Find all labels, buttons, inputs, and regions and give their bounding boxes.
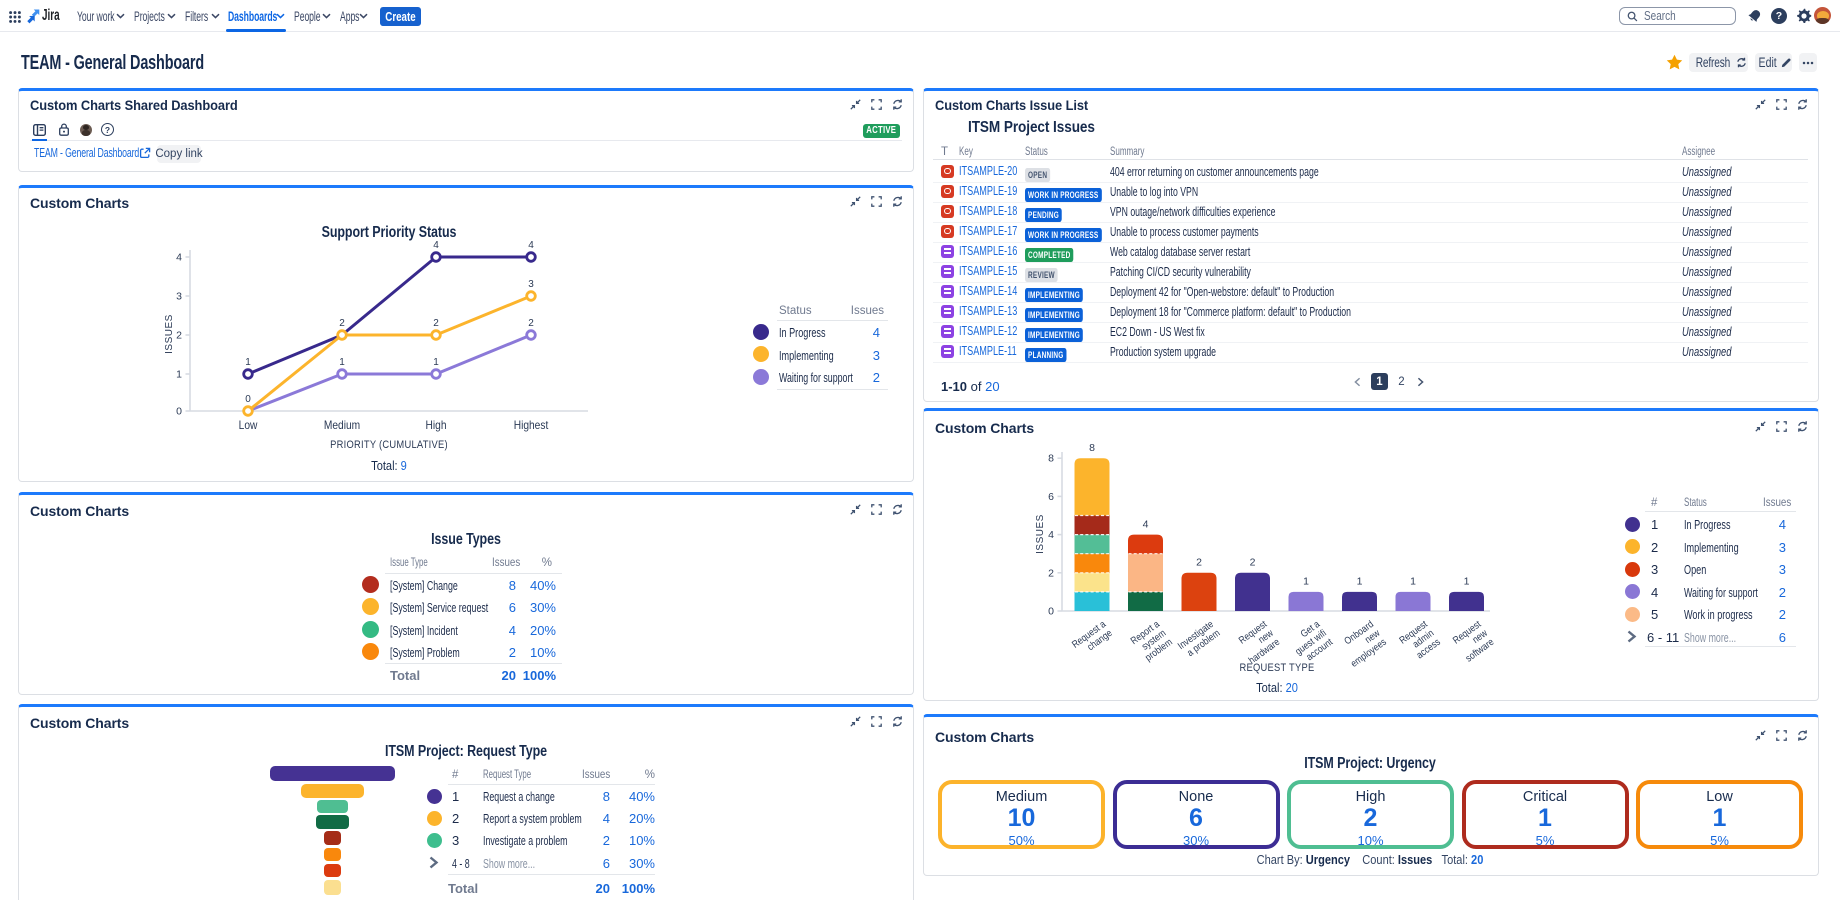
- svg-text:2: 2: [176, 330, 182, 342]
- svg-text:4: 4: [528, 240, 534, 251]
- svg-text:4: 4: [176, 252, 182, 264]
- svg-text:1: 1: [1410, 576, 1416, 588]
- svg-text:2: 2: [1048, 567, 1054, 579]
- svg-text:1: 1: [176, 369, 182, 381]
- svg-text:4: 4: [433, 240, 439, 251]
- svg-text:2: 2: [528, 318, 534, 329]
- svg-text:1: 1: [1357, 576, 1363, 588]
- svg-text:2: 2: [339, 318, 345, 329]
- svg-text:0: 0: [1048, 606, 1054, 617]
- svg-text:2: 2: [433, 318, 439, 329]
- svg-text:1: 1: [339, 357, 345, 368]
- svg-text:6: 6: [1048, 491, 1054, 503]
- svg-text:8: 8: [1089, 442, 1095, 454]
- svg-text:8: 8: [1048, 453, 1054, 465]
- svg-text:0: 0: [176, 406, 182, 418]
- svg-text:ISSUES: ISSUES: [164, 314, 175, 354]
- svg-text:2: 2: [1196, 557, 1202, 569]
- svg-text:ISSUES: ISSUES: [1035, 514, 1046, 554]
- svg-text:1: 1: [245, 357, 251, 368]
- svg-text:4: 4: [1048, 529, 1054, 541]
- svg-text:1: 1: [433, 357, 439, 368]
- svg-text:0: 0: [245, 394, 251, 405]
- svg-text:3: 3: [528, 279, 534, 290]
- svg-text:2: 2: [1250, 557, 1256, 569]
- svg-text:3: 3: [176, 291, 182, 303]
- svg-text:4: 4: [1143, 519, 1149, 531]
- svg-text:1: 1: [1303, 576, 1309, 588]
- svg-text:1: 1: [1464, 576, 1470, 588]
